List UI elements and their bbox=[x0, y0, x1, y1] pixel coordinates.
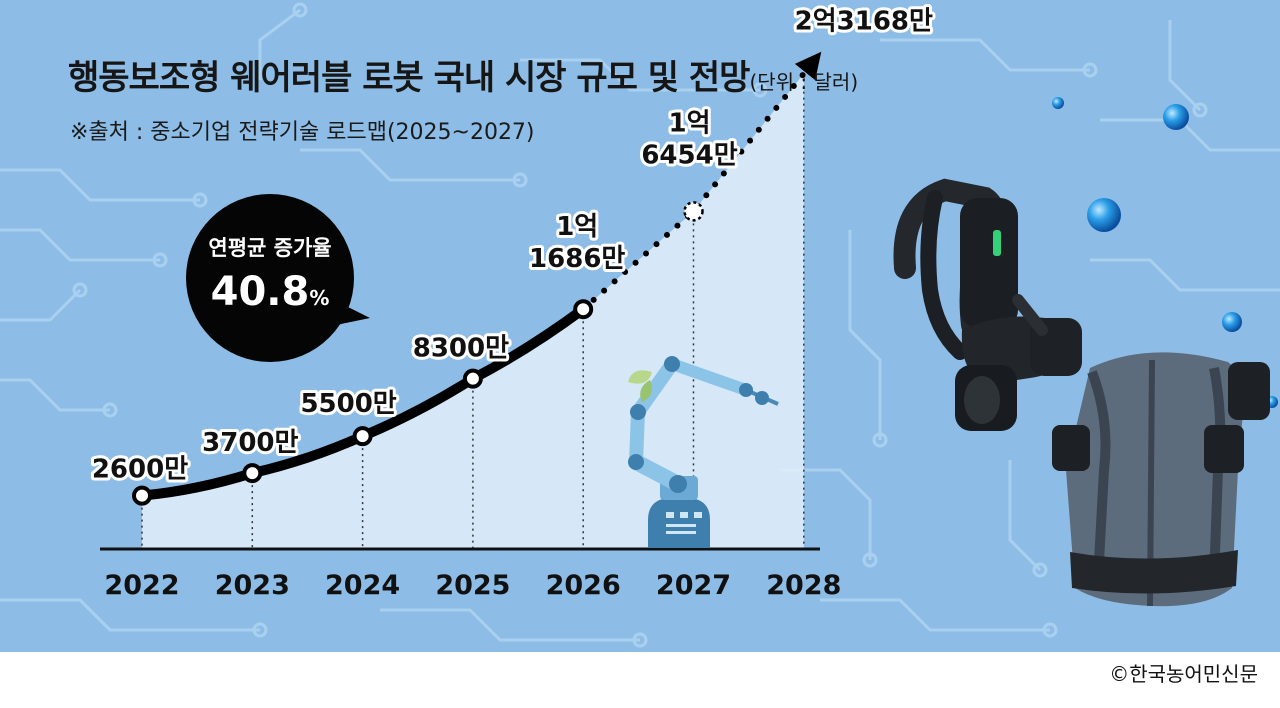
circuit-trace bbox=[0, 598, 260, 632]
data-point-marker bbox=[462, 368, 483, 389]
value-label-line: 6454만 bbox=[641, 140, 737, 170]
circuit-node bbox=[512, 172, 528, 188]
circuit-background bbox=[0, 2, 1280, 648]
x-tick-label: 2026 bbox=[546, 570, 621, 601]
callout-suffix: % bbox=[309, 286, 329, 310]
circuit-node bbox=[102, 402, 118, 418]
x-tick-labels: 2022 2023 2024 2025 2026 2027 2028 bbox=[104, 570, 841, 601]
circuit-node bbox=[292, 2, 308, 18]
copyright-credit: ©한국농어민신문 bbox=[1109, 662, 1258, 686]
callout-label: 연평균 증가율 bbox=[208, 236, 331, 260]
wearable-robot-vest-icon bbox=[1052, 352, 1270, 607]
circuit-trace bbox=[1100, 118, 1280, 152]
decorative-orb bbox=[1222, 312, 1242, 332]
robot-arm-icon bbox=[628, 356, 779, 548]
value-label-line: 5500만 bbox=[300, 389, 396, 419]
circuit-node bbox=[1042, 622, 1058, 638]
circuit-node bbox=[1192, 102, 1208, 118]
x-tick-label: 2022 bbox=[104, 570, 179, 601]
data-point-marker bbox=[242, 463, 263, 484]
data-point-marker bbox=[352, 426, 373, 447]
callout-value-line: 40.8% bbox=[211, 269, 330, 315]
circuit-node bbox=[1082, 62, 1098, 78]
circuit-trace bbox=[300, 148, 520, 182]
chart-panel: 2600만 3700만 5500만 8300만 1억 1686만 1억 6454만 2억3168… bbox=[0, 0, 1280, 652]
circuit-node bbox=[152, 252, 168, 268]
value-label-line: 2억3168만 bbox=[795, 7, 933, 37]
value-label: 1억 1686만 bbox=[529, 212, 625, 274]
value-label: 3700만 bbox=[202, 428, 298, 458]
circuit-node bbox=[752, 82, 768, 98]
value-label-line: 1억 bbox=[668, 108, 710, 138]
growth-rate-callout: 연평균 증가율 40.8% bbox=[186, 194, 370, 362]
wearable-robot-frame-icon bbox=[893, 178, 1082, 431]
value-label: 5500만 bbox=[300, 389, 396, 419]
circuit-trace bbox=[258, 8, 301, 80]
circuit-trace bbox=[1090, 258, 1280, 292]
value-label-line: 1억 bbox=[556, 212, 598, 242]
chart-title: 행동보조형 웨어러블 로봇 국내 시장 규모 및 전망(단위 : 달러) bbox=[68, 50, 858, 99]
circuit-node bbox=[862, 552, 878, 568]
circuit-trace bbox=[0, 228, 160, 262]
value-label-line: 2600만 bbox=[92, 455, 188, 485]
x-tick-label: 2023 bbox=[215, 570, 290, 601]
decorative-orb bbox=[1087, 198, 1121, 232]
circuit-trace bbox=[520, 58, 760, 92]
value-label-line: 3700만 bbox=[202, 428, 298, 458]
x-tick-label: 2024 bbox=[325, 570, 400, 601]
data-point-marker bbox=[132, 485, 152, 506]
chart-title-text: 행동보조형 웨어러블 로봇 국내 시장 규모 및 전망 bbox=[68, 58, 750, 98]
x-tick-label: 2027 bbox=[656, 570, 731, 601]
x-tick-label: 2025 bbox=[435, 570, 510, 601]
circuit-node bbox=[872, 432, 888, 448]
circuit-trace bbox=[0, 378, 110, 412]
callout-value: 40.8 bbox=[211, 269, 310, 315]
decorative-orb bbox=[1163, 104, 1189, 130]
value-label-line: 1686만 bbox=[529, 244, 625, 274]
source-note: ※출처 : 중소기업 전략기술 로드맵(2025~2027) bbox=[70, 120, 535, 145]
value-label: 1억 6454만 bbox=[641, 108, 737, 170]
value-label: 8300만 bbox=[413, 334, 509, 364]
circuit-trace bbox=[780, 468, 872, 560]
value-label-line: 8300만 bbox=[413, 334, 509, 364]
circuit-trace bbox=[1008, 460, 1042, 572]
unit-label: (단위 : 달러) bbox=[749, 70, 859, 94]
circuit-trace bbox=[848, 230, 882, 440]
x-tick-label: 2028 bbox=[766, 570, 841, 601]
circuit-node bbox=[72, 282, 88, 298]
circuit-trace bbox=[380, 608, 640, 642]
circuit-trace bbox=[0, 168, 200, 202]
circuit-trace bbox=[1168, 20, 1202, 112]
circuit-node bbox=[632, 632, 648, 648]
forecast-arrow-head bbox=[794, 51, 822, 81]
circuit-node bbox=[1032, 562, 1048, 578]
circuit-node bbox=[192, 192, 208, 208]
drop-lines bbox=[141, 73, 805, 549]
forecast-series-line bbox=[580, 64, 812, 313]
value-label: 2억3168만 bbox=[795, 7, 933, 37]
data-point-marker bbox=[573, 299, 594, 320]
value-label: 2600만 bbox=[92, 455, 188, 485]
data-point-marker bbox=[683, 201, 704, 222]
data-markers bbox=[132, 201, 704, 506]
decorative-orb bbox=[1052, 97, 1064, 109]
circuit-trace bbox=[820, 598, 1050, 632]
circuit-trace bbox=[0, 288, 82, 322]
circuit-trace bbox=[880, 38, 1090, 72]
circuit-node bbox=[252, 622, 268, 638]
